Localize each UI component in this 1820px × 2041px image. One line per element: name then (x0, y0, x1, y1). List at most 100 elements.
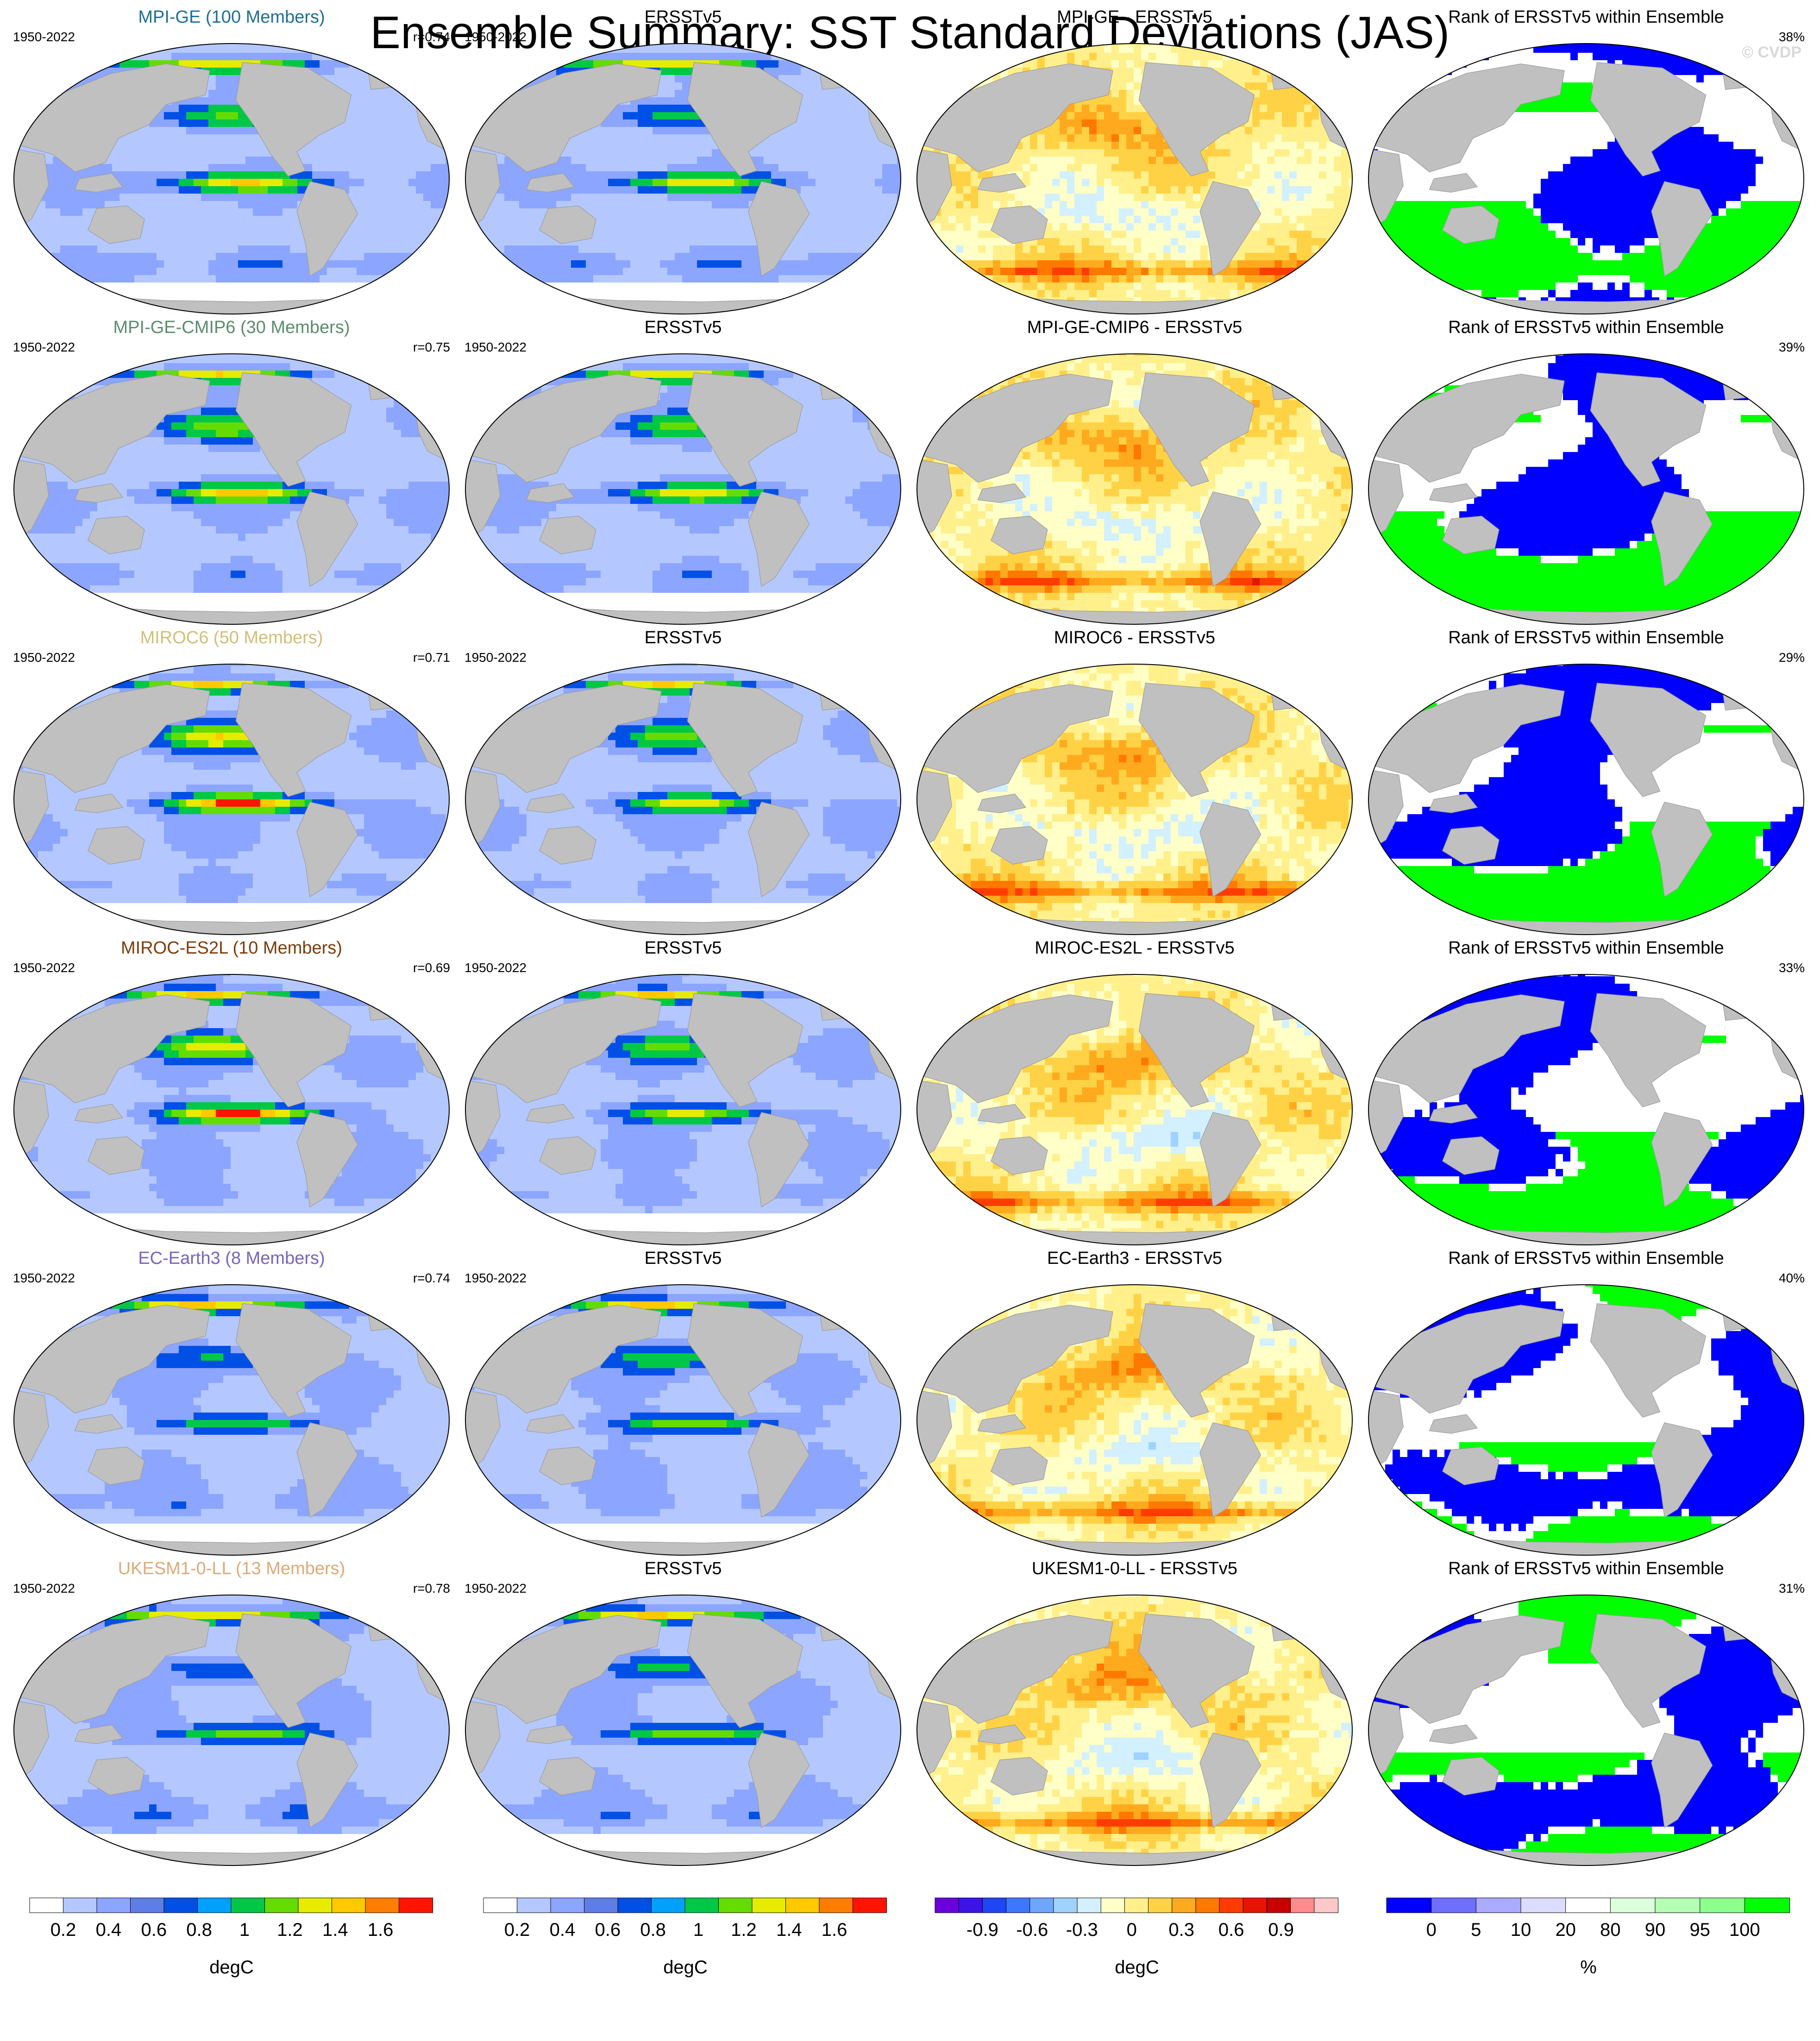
map-outline (13, 664, 450, 935)
colorbar-tick-label: 20 (1555, 1920, 1576, 1940)
colorbar-tick-label: 1.4 (776, 1920, 802, 1940)
diff-map (916, 353, 1353, 625)
colorbar-swatch (96, 1897, 131, 1913)
rank-panel: Rank of ERSSTv5 within Ensemble 39% (1359, 315, 1813, 639)
panel-title: MPI-GE (100 Members) (5, 7, 458, 27)
obs-panel: ERSSTv5 1950-2022 (456, 625, 910, 949)
map-outline (916, 353, 1353, 625)
period-label: 1950-2022 (13, 340, 75, 355)
diff-map (916, 43, 1353, 314)
colorbar-tick-label: 0.9 (1268, 1920, 1294, 1940)
colorbar: -0.9 -0.6 -0.3 0 0.3 0.6 0.9 degC (933, 1894, 1341, 1987)
model-map (13, 43, 450, 314)
colorbar-swatch (935, 1897, 960, 1913)
field-cells (917, 974, 1352, 1245)
colorbar-unit-label: degC (482, 1957, 889, 1978)
colorbar-swatch (130, 1897, 164, 1913)
diff-map (916, 1595, 1353, 1866)
diff-panel: MPI-GE-CMIP6 - ERSSTv5 (908, 315, 1362, 639)
field-cells (1368, 974, 1804, 1245)
colorbar-swatch (718, 1897, 753, 1913)
rank-map (1368, 1595, 1804, 1866)
field-cells (917, 354, 1352, 624)
rank-map (1368, 43, 1804, 314)
map-outline (465, 43, 901, 314)
field-cells (465, 354, 901, 624)
rank-panel: Rank of ERSSTv5 within Ensemble 31% (1359, 1556, 1813, 1880)
field-cells (917, 1285, 1352, 1555)
period-label: 1950-2022 (13, 1271, 75, 1286)
colorbar-tick-label: 0.2 (504, 1920, 530, 1940)
colorbar-swatch (399, 1897, 433, 1913)
colorbar-swatch (332, 1897, 366, 1913)
panel-title: Rank of ERSSTv5 within Ensemble (1359, 1559, 1813, 1579)
map-outline (13, 1284, 450, 1556)
colorbar-tick-label: 0.4 (550, 1920, 576, 1940)
pattern-correlation-label: r=0.74 (413, 30, 450, 44)
colorbar-swatch (1124, 1897, 1149, 1913)
map-outline (1368, 1284, 1804, 1556)
period-label: 1950-2022 (464, 340, 527, 355)
colorbar-swatch (1172, 1897, 1196, 1913)
pattern-correlation-label: r=0.74 (413, 1271, 450, 1286)
panel-title: MIROC6 - ERSSTv5 (908, 628, 1362, 648)
colorbar-swatch (982, 1897, 1007, 1913)
model-panel: MPI-GE-CMIP6 (30 Members) 1950-2022 r=0.75 (5, 315, 458, 639)
model-panel: MPI-GE (100 Members) 1950-2022 r=0.74 (5, 5, 458, 329)
period-label: 1950-2022 (13, 1581, 75, 1596)
colorbar-swatch (1148, 1897, 1173, 1913)
field-cells (1368, 1595, 1804, 1865)
colorbar-swatch (550, 1897, 585, 1913)
obs-map (465, 1284, 901, 1556)
colorbar-tick-label: 0.6 (595, 1920, 621, 1940)
panel-title: ERSSTv5 (456, 1559, 910, 1579)
credit-watermark: © CVDP (1742, 44, 1801, 62)
colorbar-tick-label: 0.8 (186, 1920, 212, 1940)
panel-title: ERSSTv5 (456, 318, 910, 338)
map-outline (13, 1595, 450, 1866)
panel-title: UKESM1-0-LL - ERSSTv5 (908, 1559, 1362, 1579)
field-cells (465, 1285, 901, 1555)
panel-title: MPI-GE - ERSSTv5 (908, 7, 1362, 27)
field-cells (465, 974, 901, 1245)
rank-map (1368, 353, 1804, 625)
rank-percent-label: 31% (1779, 1581, 1805, 1596)
colorbar-tick-label: 1.2 (731, 1920, 757, 1940)
obs-panel: ERSSTv5 1950-2022 (456, 1246, 910, 1570)
colorbar-swatch (1520, 1897, 1566, 1913)
map-outline (916, 974, 1353, 1245)
diff-panel: UKESM1-0-LL - ERSSTv5 (908, 1556, 1362, 1880)
period-label: 1950-2022 (13, 650, 75, 665)
colorbar-tick-label: 0.4 (96, 1920, 122, 1940)
map-outline (1368, 353, 1804, 625)
diff-panel: MIROC-ES2L - ERSSTv5 (908, 936, 1362, 1260)
rank-percent-label: 29% (1779, 650, 1805, 665)
diff-map (916, 974, 1353, 1245)
colorbar-tick-label: 100 (1729, 1920, 1760, 1940)
colorbar-swatch (1655, 1897, 1701, 1913)
colorbar-tick-label: 0.2 (50, 1920, 76, 1940)
period-label: 1950-2022 (464, 30, 527, 44)
pattern-correlation-label: r=0.78 (413, 1581, 450, 1596)
obs-map (465, 353, 901, 625)
rank-panel: Rank of ERSSTv5 within Ensemble 40% (1359, 1246, 1813, 1570)
panel-title: ERSSTv5 (456, 7, 910, 27)
rank-panel: Rank of ERSSTv5 within Ensemble 38% (1359, 5, 1813, 329)
field-cells (14, 1595, 449, 1865)
colorbar-swatch (853, 1897, 887, 1913)
panel-title: MIROC6 (50 Members) (5, 628, 458, 648)
colorbar-swatch (1610, 1897, 1656, 1913)
model-map (13, 974, 450, 1245)
rank-map (1368, 664, 1804, 935)
field-cells (1368, 664, 1804, 935)
colorbar-unit-label: degC (933, 1957, 1341, 1978)
colorbar-tick-label: 0.8 (640, 1920, 666, 1940)
model-panel: UKESM1-0-LL (13 Members) 1950-2022 r=0.78 (5, 1556, 458, 1880)
colorbar-tick-label: 1.6 (368, 1920, 394, 1940)
pattern-correlation-label: r=0.75 (413, 340, 450, 355)
field-cells (1368, 354, 1804, 624)
colorbar-swatch (29, 1897, 64, 1913)
panel-title: MPI-GE-CMIP6 (30 Members) (5, 318, 458, 338)
colorbar-swatch (1700, 1897, 1745, 1913)
colorbar-swatch (197, 1897, 232, 1913)
